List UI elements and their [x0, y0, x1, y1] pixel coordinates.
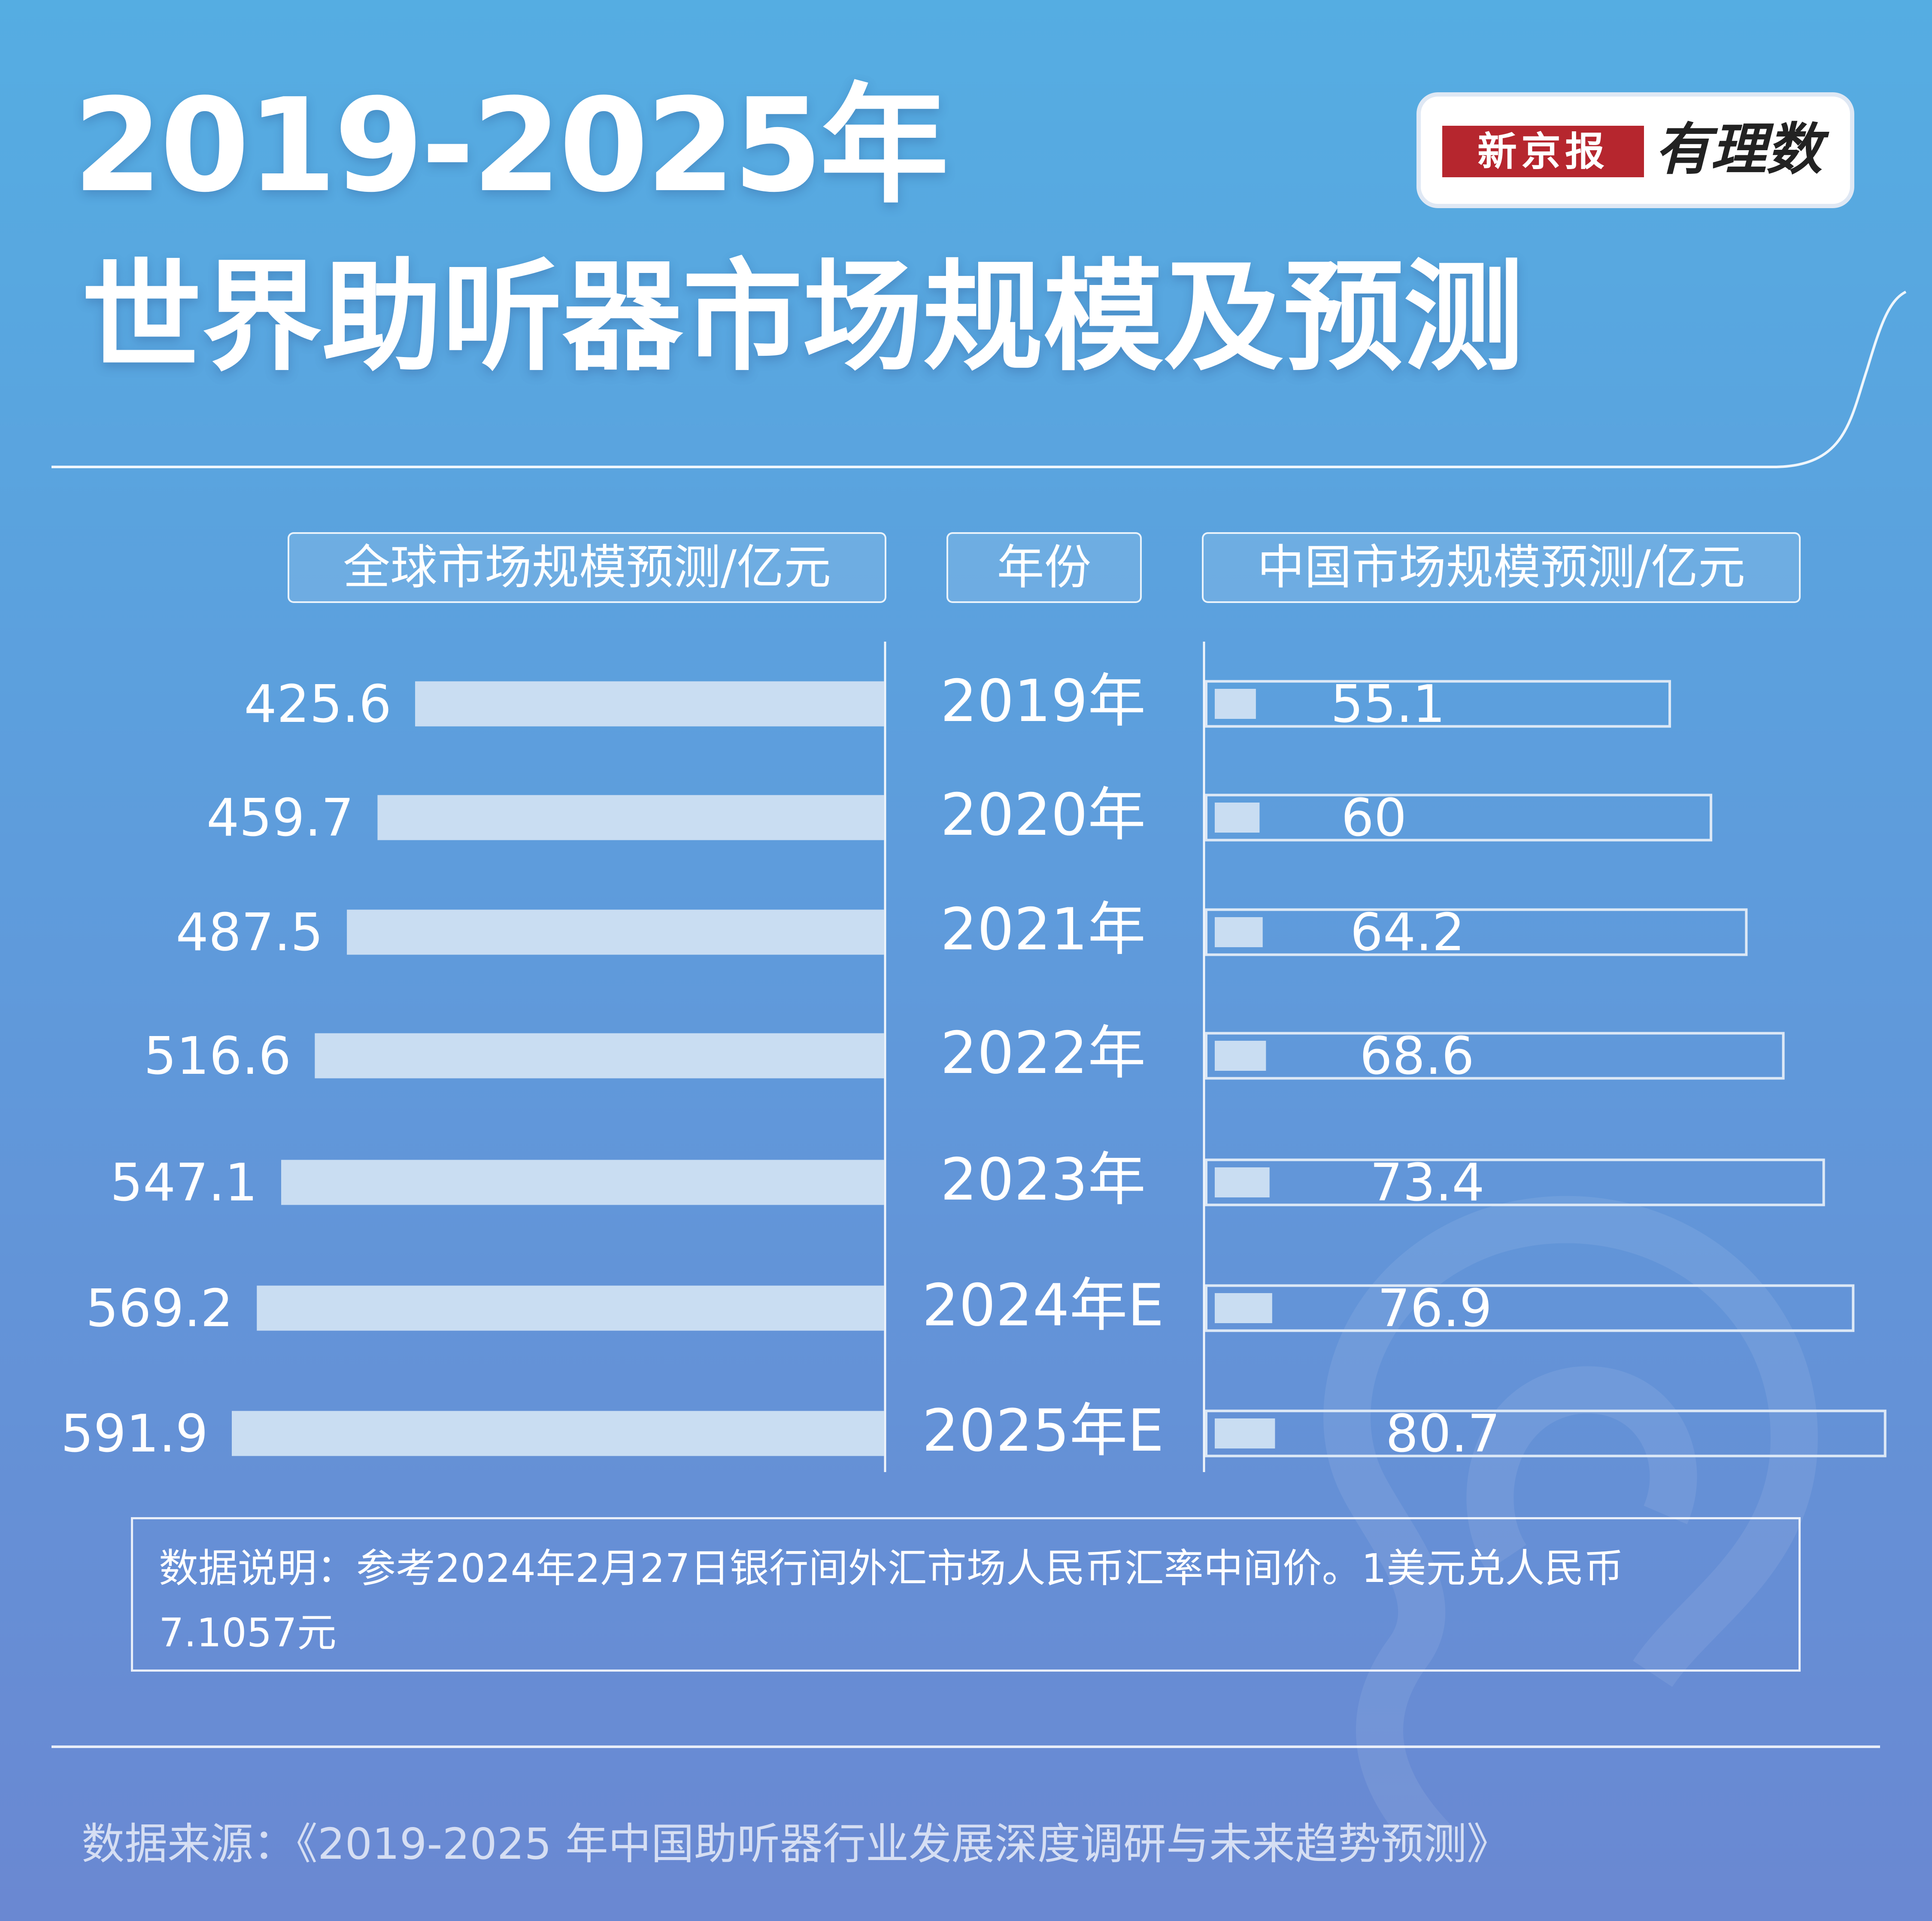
year-label-6: 2025年E [922, 1397, 1164, 1464]
title-underline [52, 291, 1907, 468]
global-value-label-2: 487.5 [176, 903, 324, 963]
china-value-label-1: 60 [1341, 788, 1407, 848]
title-line-1: 2019-2025年 [73, 71, 949, 221]
global-value-label-0: 425.6 [244, 675, 392, 734]
year-label-0: 2019年 [940, 667, 1146, 735]
china-value-label-4: 73.4 [1370, 1153, 1485, 1213]
global-value-label-6: 591.9 [61, 1404, 208, 1464]
global-value-label-1: 459.7 [206, 788, 354, 848]
logo: 新京报 有理数 [1416, 92, 1854, 208]
global-bar-1 [377, 795, 885, 840]
china-track-6 [1205, 1409, 1887, 1457]
year-label-5: 2024年E [922, 1272, 1164, 1339]
ear-watermark [1323, 1196, 1818, 1862]
title-line-2: 世界助听器市场规模及预测 [82, 248, 1524, 388]
china-bar-3 [1215, 1041, 1266, 1071]
china-bar-1 [1215, 803, 1260, 833]
global-bar-3 [315, 1033, 884, 1079]
global-bar-4 [281, 1160, 885, 1205]
china-bar-4 [1215, 1167, 1270, 1197]
chart: 425.6 2019年 55.1 459.7 2020年 60 487.5 2021年 64.2… [61, 667, 1887, 1464]
global-value-label-4: 547.1 [110, 1153, 258, 1213]
logo-brand: 新京报 [1442, 126, 1644, 177]
note-text: 数据说明：参考2024年2月27日银行间外汇市场人民币汇率中间价。1美元兑人民币… [159, 1545, 1624, 1656]
china-track-0 [1205, 680, 1671, 728]
footer-divider [52, 1745, 1880, 1748]
china-bar-5 [1215, 1293, 1272, 1323]
global-bar-2 [347, 909, 884, 955]
china-bar-0 [1215, 689, 1256, 719]
global-value-label-3: 516.6 [144, 1027, 291, 1086]
china-value-label-2: 64.2 [1350, 903, 1465, 963]
china-track-5 [1205, 1284, 1855, 1332]
source-text: 数据来源：《2019-2025 年中国助听器行业发展深度调研与未来趋势预测》 [82, 1819, 1510, 1869]
china-value-label-6: 80.7 [1386, 1404, 1500, 1464]
header-year: 年份 [946, 532, 1142, 603]
note-box: 数据说明：参考2024年2月27日银行间外汇市场人民币汇率中间价。1美元兑人民币… [131, 1517, 1801, 1672]
header-china: 中国市场规模预测/亿元 [1202, 532, 1801, 603]
china-value-label-5: 76.9 [1377, 1279, 1492, 1339]
china-value-label-3: 68.6 [1360, 1027, 1474, 1086]
global-bar-6 [232, 1411, 884, 1456]
china-track-2 [1205, 908, 1748, 956]
china-track-1 [1205, 794, 1713, 842]
year-label-2: 2021年 [940, 896, 1146, 963]
china-track-3 [1205, 1032, 1785, 1080]
logo-column: 有理数 [1655, 116, 1823, 182]
china-bar-2 [1215, 917, 1263, 947]
china-bar-6 [1215, 1418, 1275, 1448]
china-value-label-0: 55.1 [1331, 675, 1445, 734]
year-label-3: 2022年 [940, 1019, 1146, 1087]
china-track-4 [1205, 1158, 1825, 1206]
header-global: 全球市场规模预测/亿元 [288, 532, 886, 603]
year-label-1: 2020年 [940, 781, 1146, 848]
year-label-4: 2023年 [940, 1146, 1146, 1213]
global-bar-5 [257, 1285, 884, 1331]
global-bar-0 [415, 681, 885, 727]
global-value-label-5: 569.2 [86, 1279, 234, 1339]
